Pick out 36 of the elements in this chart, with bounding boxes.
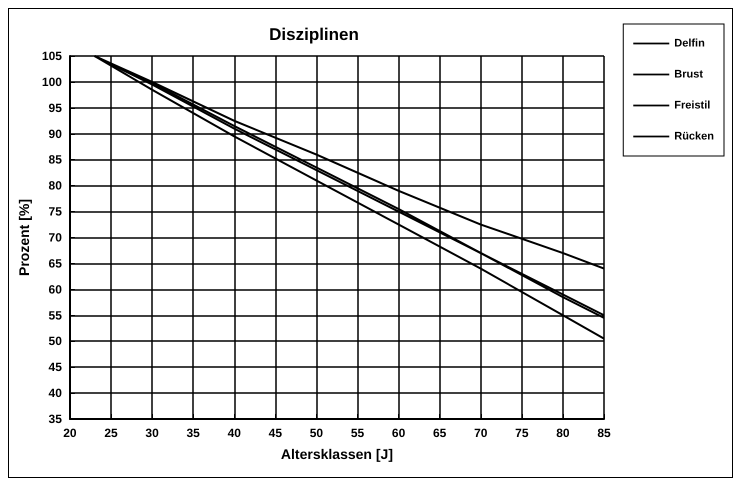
y-tick-label: 100 bbox=[42, 74, 62, 89]
x-tick-label: 30 bbox=[145, 426, 160, 440]
legend-label: Delfin bbox=[674, 38, 706, 50]
x-tick-label: 35 bbox=[186, 426, 200, 440]
x-tick-label: 75 bbox=[515, 426, 529, 440]
y-tick-label: 85 bbox=[48, 152, 62, 167]
x-tick-label: 40 bbox=[228, 426, 242, 440]
y-tick-label: 70 bbox=[48, 230, 62, 244]
x-tick-label: 80 bbox=[556, 426, 570, 440]
y-tick-label: 35 bbox=[48, 412, 62, 426]
y-tick-label: 90 bbox=[48, 126, 62, 141]
y-tick-label: 65 bbox=[48, 256, 62, 270]
y-tick-label: 45 bbox=[48, 360, 62, 374]
x-axis-title: Altersklassen [J] bbox=[280, 446, 393, 462]
y-tick-label: 40 bbox=[48, 386, 62, 400]
x-tick-label: 25 bbox=[104, 426, 118, 440]
legend-label: Rücken bbox=[674, 130, 714, 142]
legend-label: Freistil bbox=[674, 100, 710, 112]
y-tick-label: 80 bbox=[48, 178, 62, 193]
legend-label: Brust bbox=[674, 68, 704, 80]
x-tick-label: 20 bbox=[63, 426, 77, 440]
y-tick-label: 50 bbox=[48, 334, 62, 348]
y-tick-label: 55 bbox=[48, 308, 62, 322]
x-tick-label: 85 bbox=[597, 426, 611, 440]
x-tick-label: 50 bbox=[310, 426, 324, 440]
y-tick-label: 60 bbox=[48, 282, 62, 296]
y-axis-title: Prozent [%] bbox=[16, 199, 32, 276]
y-tick-label: 75 bbox=[48, 204, 62, 219]
x-tick-label: 45 bbox=[268, 426, 282, 440]
y-tick-label: 105 bbox=[42, 49, 62, 63]
y-tick-label: 95 bbox=[48, 100, 62, 115]
x-tick-label: 65 bbox=[432, 426, 447, 440]
chart-title: Disziplinen bbox=[269, 25, 359, 44]
x-tick-label: 60 bbox=[392, 426, 406, 440]
x-tick-label: 55 bbox=[350, 426, 364, 440]
x-tick-label: 70 bbox=[474, 426, 488, 440]
